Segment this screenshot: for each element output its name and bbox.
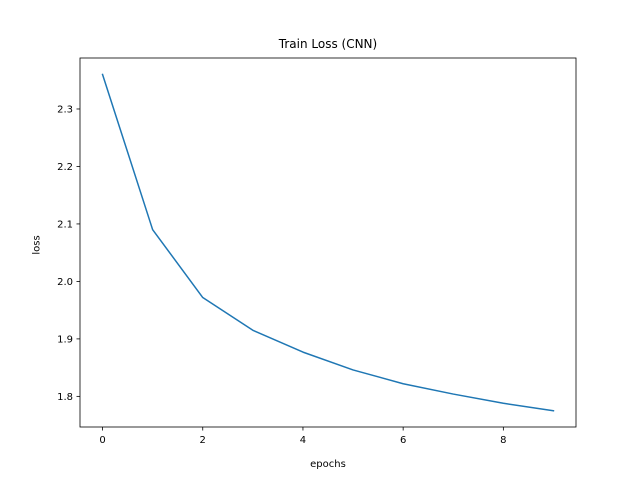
chart-title: Train Loss (CNN) (278, 37, 377, 51)
y-axis-label: loss (32, 235, 43, 254)
x-tick-label: 6 (400, 435, 406, 446)
y-tick-label: 1.9 (57, 334, 73, 345)
x-tick-label: 0 (99, 435, 105, 446)
x-axis-label: epochs (310, 459, 346, 470)
axes-frame (79, 57, 577, 428)
x-tick-label: 8 (500, 435, 506, 446)
x-tick-label: 2 (200, 435, 206, 446)
x-tick-label: 4 (300, 435, 306, 446)
y-tick-label: 2.2 (57, 162, 73, 173)
plot-area: 0 2 4 6 8 1.8 1.9 2.0 2.1 2.2 2.3 (57, 57, 577, 446)
y-tick-label: 2.3 (57, 104, 73, 115)
y-tick-label: 2.1 (57, 219, 73, 230)
series-line-0 (101, 73, 555, 412)
y-tick-label: 1.8 (57, 392, 73, 403)
y-tick-label: 2.0 (57, 277, 73, 288)
